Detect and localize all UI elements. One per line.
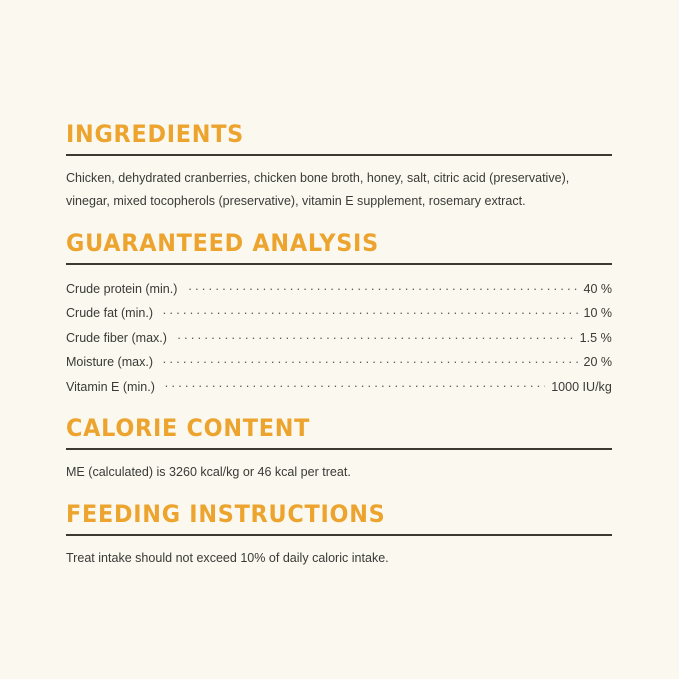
guaranteed-analysis-divider xyxy=(66,262,612,265)
analysis-row-value: 20 % xyxy=(583,354,612,370)
ingredients-heading: INGREDIENTS xyxy=(66,120,244,148)
analysis-row: Crude fat (min.) 10 % xyxy=(66,300,612,324)
dot-leader xyxy=(177,329,575,342)
analysis-row-value: 40 % xyxy=(583,280,612,296)
analysis-row-label: Crude protein (min.) xyxy=(66,280,178,296)
section-feeding-instructions: FEEDING INSTRUCTIONS Treat intake should… xyxy=(66,499,612,570)
analysis-row-value: 10 % xyxy=(583,305,612,321)
guaranteed-analysis-heading: GUARANTEED ANALYSIS xyxy=(66,228,379,257)
analysis-row-value: 1000 IU/kg xyxy=(551,378,612,394)
section-calorie-content: CALORIE CONTENT ME (calculated) is 3260 … xyxy=(66,413,612,484)
feeding-instructions-body: Treat intake should not exceed 10% of da… xyxy=(66,549,389,565)
calorie-content-divider xyxy=(66,447,612,450)
section-guaranteed-analysis: GUARANTEED ANALYSIS Crude protein (min.)… xyxy=(66,228,612,398)
dot-leader xyxy=(163,353,579,366)
analysis-row: Crude fiber (max.) 1.5 % xyxy=(66,325,612,349)
calorie-content-heading: CALORIE CONTENT xyxy=(66,413,311,442)
dot-leader xyxy=(165,377,546,390)
ingredients-body: Chicken, dehydrated cranberries, chicken… xyxy=(66,170,570,208)
dot-leader xyxy=(163,304,579,317)
analysis-row-label: Moisture (max.) xyxy=(66,354,154,370)
guaranteed-analysis-list: Crude protein (min.) 40 % Crude fat (min… xyxy=(66,276,612,398)
ingredients-divider xyxy=(66,154,612,157)
analysis-row: Moisture (max.) 20 % xyxy=(66,349,612,373)
feeding-instructions-divider xyxy=(66,533,612,536)
dot-leader xyxy=(188,280,579,293)
pet-food-label: INGREDIENTS Chicken, dehydrated cranberr… xyxy=(66,120,612,570)
calorie-content-body: ME (calculated) is 3260 kcal/kg or 46 kc… xyxy=(66,463,351,479)
feeding-instructions-heading: FEEDING INSTRUCTIONS xyxy=(66,499,386,528)
analysis-row-label: Crude fat (min.) xyxy=(66,305,154,321)
analysis-row-label: Crude fiber (max.) xyxy=(66,329,167,345)
analysis-row: Vitamin E (min.) 1000 IU/kg xyxy=(66,373,612,397)
analysis-row: Crude protein (min.) 40 % xyxy=(66,276,612,300)
analysis-row-value: 1.5 % xyxy=(579,329,612,345)
section-ingredients: INGREDIENTS Chicken, dehydrated cranberr… xyxy=(66,120,612,213)
analysis-row-label: Vitamin E (min.) xyxy=(66,378,155,394)
